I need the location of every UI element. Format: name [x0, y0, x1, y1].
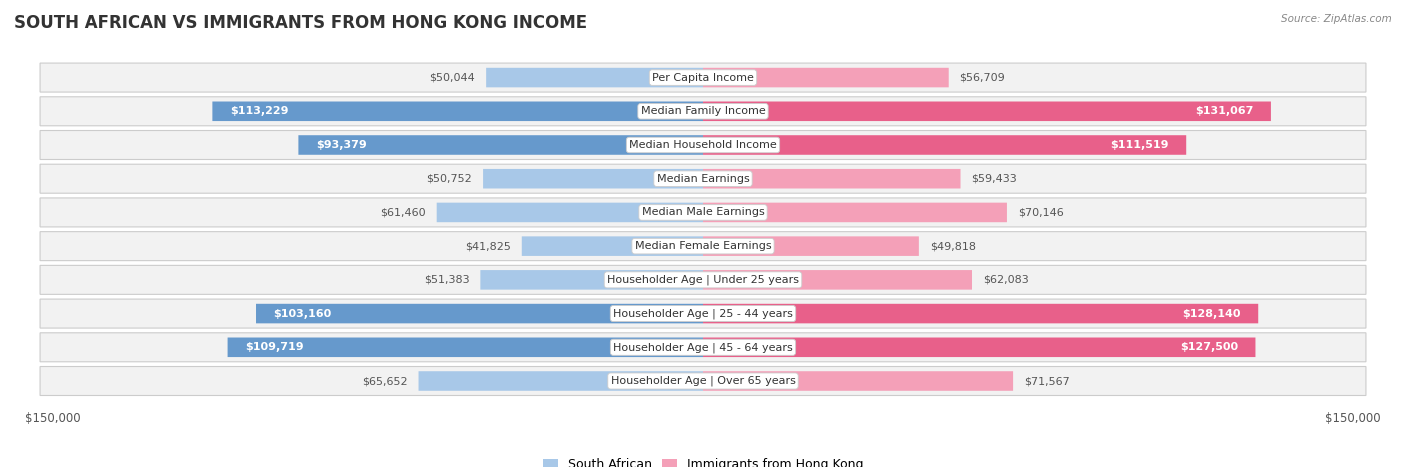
Text: $127,500: $127,500 [1180, 342, 1239, 352]
FancyBboxPatch shape [212, 101, 703, 121]
FancyBboxPatch shape [39, 367, 1367, 396]
FancyBboxPatch shape [228, 338, 703, 357]
Text: $93,379: $93,379 [316, 140, 367, 150]
FancyBboxPatch shape [703, 338, 1256, 357]
FancyBboxPatch shape [486, 68, 703, 87]
FancyBboxPatch shape [39, 299, 1367, 328]
Text: $56,709: $56,709 [959, 72, 1005, 83]
Text: $131,067: $131,067 [1195, 106, 1254, 116]
FancyBboxPatch shape [522, 236, 703, 256]
Text: Householder Age | 45 - 64 years: Householder Age | 45 - 64 years [613, 342, 793, 353]
FancyBboxPatch shape [703, 169, 960, 189]
FancyBboxPatch shape [481, 270, 703, 290]
Text: $128,140: $128,140 [1182, 309, 1241, 318]
FancyBboxPatch shape [703, 101, 1271, 121]
Text: Median Female Earnings: Median Female Earnings [634, 241, 772, 251]
FancyBboxPatch shape [703, 304, 1258, 323]
Text: $49,818: $49,818 [929, 241, 976, 251]
FancyBboxPatch shape [39, 97, 1367, 126]
Text: $59,433: $59,433 [972, 174, 1017, 184]
FancyBboxPatch shape [39, 63, 1367, 92]
FancyBboxPatch shape [39, 333, 1367, 362]
Text: $62,083: $62,083 [983, 275, 1029, 285]
Text: Householder Age | Over 65 years: Householder Age | Over 65 years [610, 376, 796, 386]
Legend: South African, Immigrants from Hong Kong: South African, Immigrants from Hong Kong [537, 453, 869, 467]
FancyBboxPatch shape [419, 371, 703, 391]
FancyBboxPatch shape [703, 371, 1014, 391]
Text: Source: ZipAtlas.com: Source: ZipAtlas.com [1281, 14, 1392, 24]
Text: $50,752: $50,752 [426, 174, 472, 184]
FancyBboxPatch shape [39, 130, 1367, 160]
FancyBboxPatch shape [703, 203, 1007, 222]
FancyBboxPatch shape [437, 203, 703, 222]
Text: SOUTH AFRICAN VS IMMIGRANTS FROM HONG KONG INCOME: SOUTH AFRICAN VS IMMIGRANTS FROM HONG KO… [14, 14, 588, 32]
FancyBboxPatch shape [39, 198, 1367, 227]
Text: Householder Age | 25 - 44 years: Householder Age | 25 - 44 years [613, 308, 793, 319]
Text: Householder Age | Under 25 years: Householder Age | Under 25 years [607, 275, 799, 285]
Text: Median Family Income: Median Family Income [641, 106, 765, 116]
Text: $65,652: $65,652 [363, 376, 408, 386]
Text: $70,146: $70,146 [1018, 207, 1063, 218]
Text: $41,825: $41,825 [465, 241, 510, 251]
FancyBboxPatch shape [703, 236, 920, 256]
Text: Per Capita Income: Per Capita Income [652, 72, 754, 83]
Text: Median Male Earnings: Median Male Earnings [641, 207, 765, 218]
FancyBboxPatch shape [39, 265, 1367, 294]
Text: Median Earnings: Median Earnings [657, 174, 749, 184]
Text: $113,229: $113,229 [229, 106, 288, 116]
Text: $51,383: $51,383 [423, 275, 470, 285]
FancyBboxPatch shape [703, 270, 972, 290]
Text: $71,567: $71,567 [1024, 376, 1070, 386]
Text: $111,519: $111,519 [1111, 140, 1168, 150]
Text: $109,719: $109,719 [245, 342, 304, 352]
Text: $61,460: $61,460 [380, 207, 426, 218]
Text: Median Household Income: Median Household Income [628, 140, 778, 150]
FancyBboxPatch shape [39, 232, 1367, 261]
FancyBboxPatch shape [703, 68, 949, 87]
FancyBboxPatch shape [703, 135, 1187, 155]
FancyBboxPatch shape [484, 169, 703, 189]
Text: $50,044: $50,044 [430, 72, 475, 83]
FancyBboxPatch shape [298, 135, 703, 155]
FancyBboxPatch shape [256, 304, 703, 323]
FancyBboxPatch shape [39, 164, 1367, 193]
Text: $103,160: $103,160 [273, 309, 332, 318]
